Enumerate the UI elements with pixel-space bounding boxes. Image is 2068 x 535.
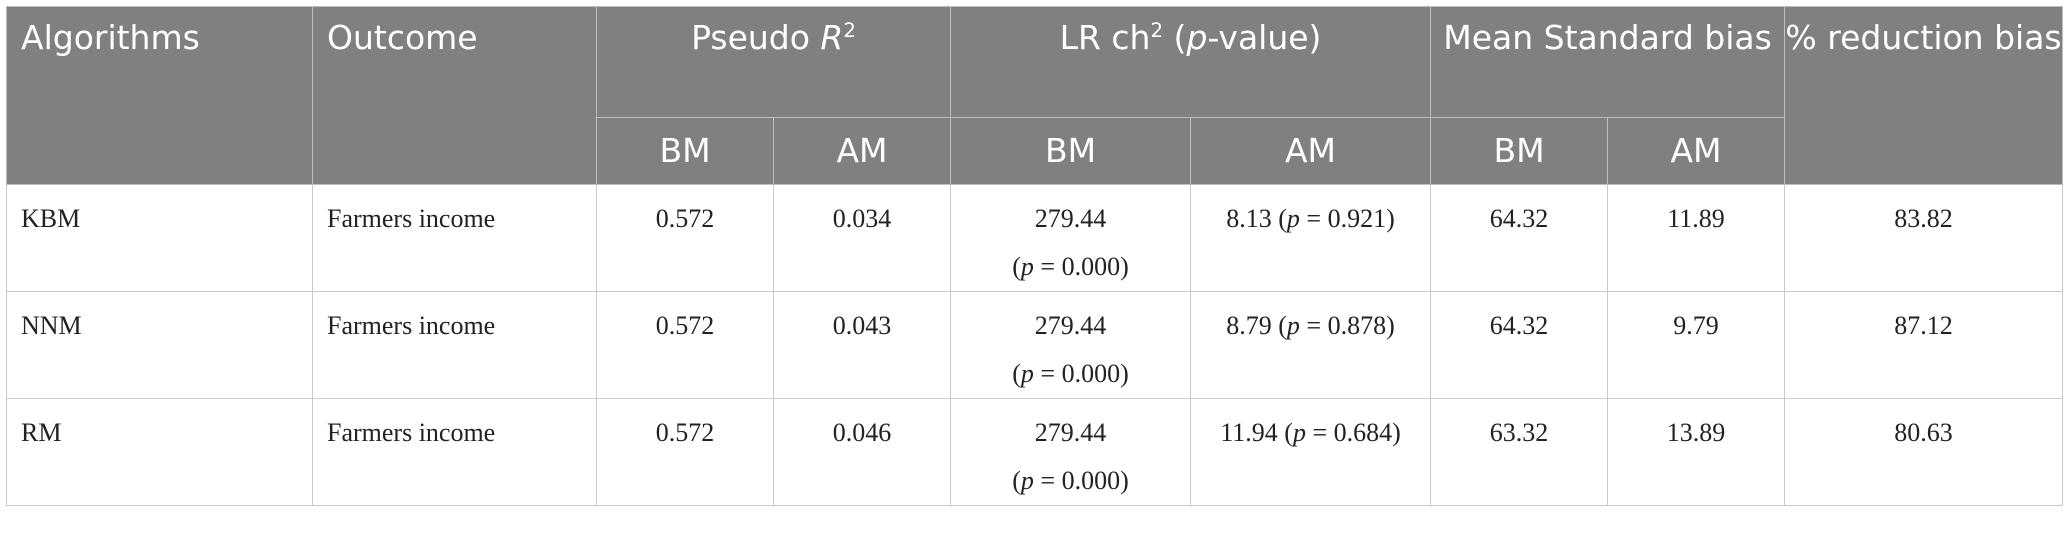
header-pseudo-r2: Pseudo R2 [595, 6, 952, 118]
header-lr-chi2: LR ch2 (p-value) [950, 6, 1432, 118]
subheader-lr-bm: BM [950, 117, 1192, 185]
subheader-pseudo-am: AM [772, 117, 952, 185]
cell-pseudo-bm: 0.572 [596, 184, 774, 292]
header-mean-standard-bias: Mean Standard bias [1430, 6, 1786, 118]
table-row: KBM Farmers income 0.572 0.034 279.44 (p … [6, 184, 2064, 292]
cell-pseudo-am: 0.046 [772, 398, 952, 506]
cell-lr-bm: 279.44 (p = 0.000) [950, 291, 1192, 399]
subheader-msb-am: AM [1607, 117, 1786, 185]
table-row: NNM Farmers income 0.572 0.043 279.44 (p … [6, 291, 2064, 399]
cell-lr-am: 11.94 (p = 0.684) [1190, 398, 1432, 506]
cell-msb-bm: 63.32 [1430, 398, 1609, 506]
cell-outcome: Farmers income [312, 184, 597, 292]
cell-outcome: Farmers income [312, 291, 597, 399]
cell-reduction: 80.63 [1784, 398, 2064, 506]
cell-lr-bm: 279.44 (p = 0.000) [950, 398, 1192, 506]
cell-msb-am: 13.89 [1607, 398, 1786, 506]
cell-pseudo-bm: 0.572 [596, 291, 774, 399]
subheader-msb-bm: BM [1430, 117, 1609, 185]
cell-algorithm: RM [6, 398, 313, 506]
cell-algorithm: NNM [6, 291, 313, 399]
cell-msb-bm: 64.32 [1430, 184, 1609, 292]
table-row: RM Farmers income 0.572 0.046 279.44 (p =… [6, 398, 2064, 506]
results-table-container: Algorithms Outcome Pseudo R2 LR ch2 (p-v… [6, 6, 2064, 506]
cell-lr-am: 8.79 (p = 0.878) [1190, 291, 1432, 399]
cell-lr-bm: 279.44 (p = 0.000) [950, 184, 1192, 292]
cell-msb-bm: 64.32 [1430, 291, 1609, 399]
cell-msb-am: 11.89 [1607, 184, 1786, 292]
cell-lr-am: 8.13 (p = 0.921) [1190, 184, 1432, 292]
subheader-lr-am: AM [1190, 117, 1432, 185]
header-reduction-bias: % reduction bias [1784, 6, 2064, 185]
cell-outcome: Farmers income [312, 398, 597, 506]
header-outcome: Outcome [312, 6, 597, 185]
cell-reduction: 83.82 [1784, 184, 2064, 292]
cell-pseudo-am: 0.043 [772, 291, 952, 399]
cell-reduction: 87.12 [1784, 291, 2064, 399]
cell-algorithm: KBM [6, 184, 313, 292]
cell-msb-am: 9.79 [1607, 291, 1786, 399]
cell-pseudo-bm: 0.572 [596, 398, 774, 506]
matching-quality-table: Algorithms Outcome Pseudo R2 LR ch2 (p-v… [6, 6, 2064, 506]
header-algorithms: Algorithms [6, 6, 313, 185]
subheader-pseudo-bm: BM [596, 117, 774, 185]
cell-pseudo-am: 0.034 [772, 184, 952, 292]
